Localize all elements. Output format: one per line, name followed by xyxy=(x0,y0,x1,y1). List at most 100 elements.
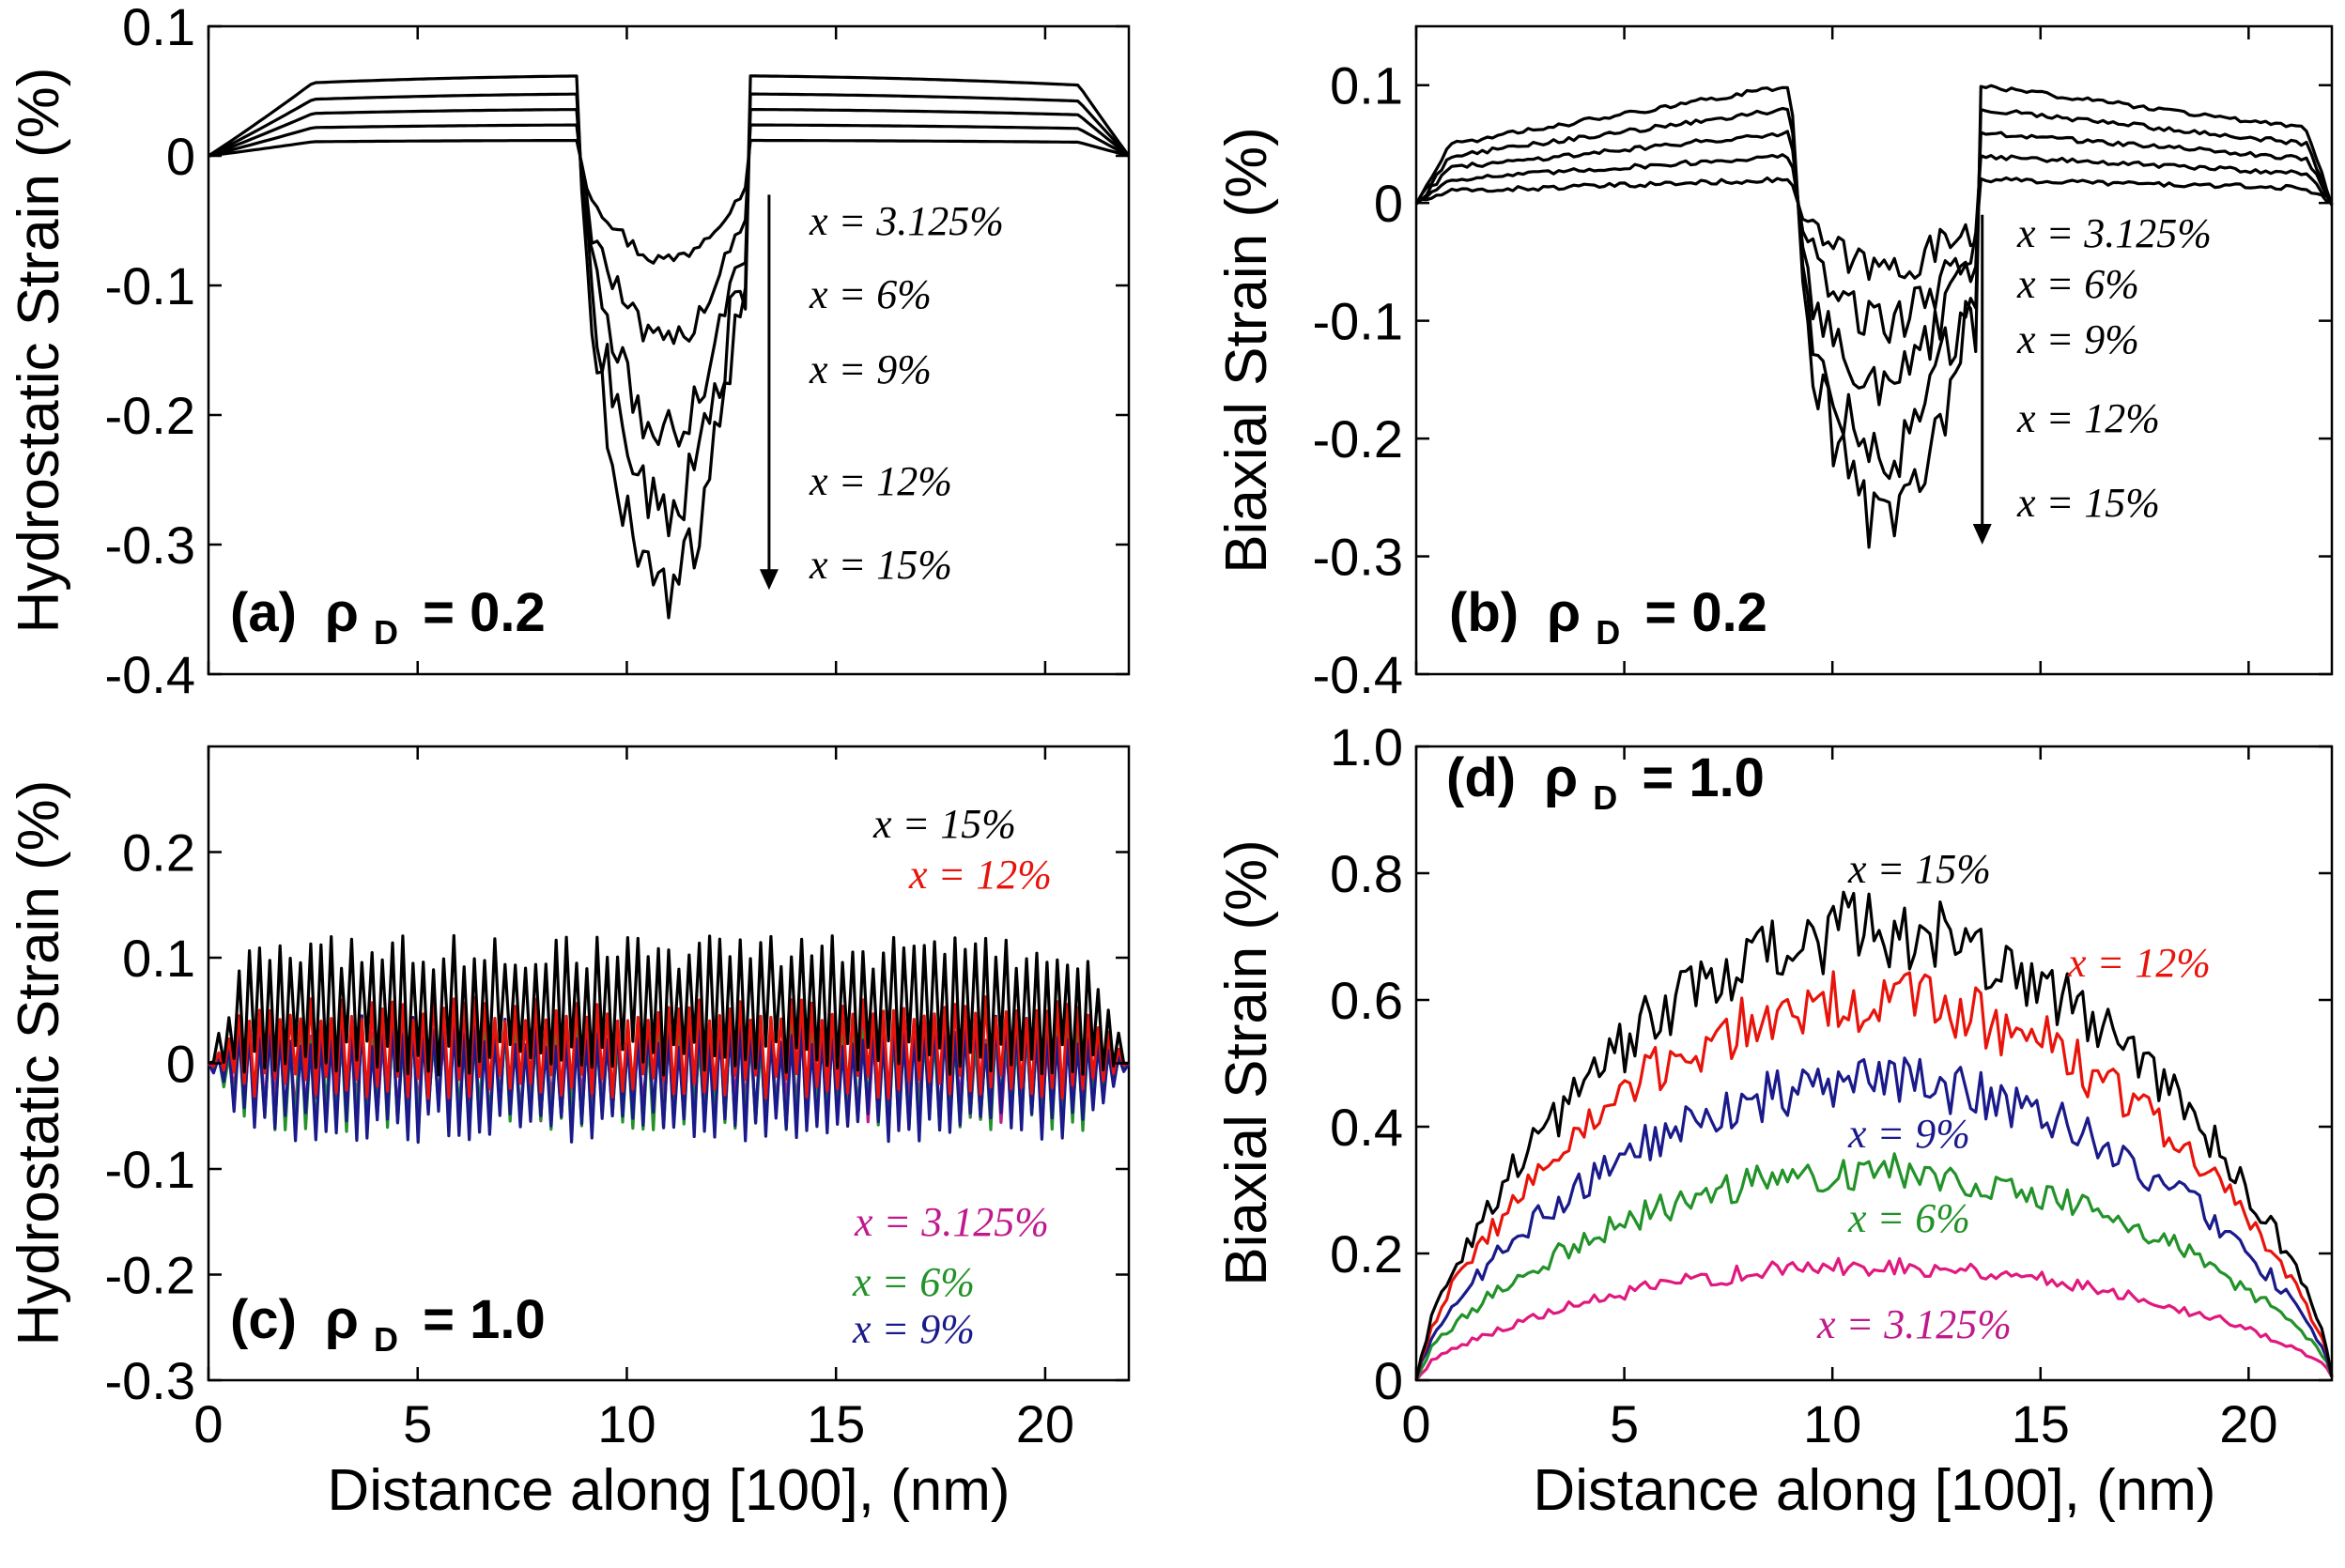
panel-c-ytick-label: -0.3 xyxy=(105,1351,196,1410)
panel-c-ytick-label: 0 xyxy=(166,1035,195,1094)
panel-a-annotation-1: x = 6% xyxy=(809,271,932,317)
panel-b-ytick-label: -0.1 xyxy=(1313,292,1404,351)
panel-d-annotation-4: x = 3.125% xyxy=(1816,1301,2012,1347)
panel-b-label-symbol: ρ xyxy=(1547,582,1581,643)
panel-b-xticks xyxy=(1414,26,2250,674)
panel-c-yticks: 0.2 0.1 0 -0.1 -0.2 -0.3 xyxy=(105,823,1129,1410)
panel-d-label-tag: (d) xyxy=(1446,747,1516,808)
panel-a-frame xyxy=(207,24,1131,676)
panel-d-xtick-label: 5 xyxy=(1610,1394,1639,1453)
panel-a-ytick-label: -0.3 xyxy=(105,515,196,575)
panel-d-label: (d) ρ D = 1.0 xyxy=(1446,747,1765,822)
panel-b-annotations: x = 3.125% x = 6% x = 9% x = 12% x = 15% xyxy=(2016,210,2212,526)
panel-a-series-2 xyxy=(208,107,1130,448)
panel-d-label-symbol: ρ xyxy=(1544,747,1578,808)
panel-c-xlabel: Distance along [100], (nm) xyxy=(327,1458,1010,1523)
panel-b-arrow-head xyxy=(1972,524,1992,545)
panel-d-xticks: 0 5 10 15 20 xyxy=(1401,746,2278,1453)
panel-c-xtick-label: 5 xyxy=(403,1394,432,1453)
panel-d-series-4 xyxy=(1414,890,2334,1381)
panel-b-ytick-label: -0.2 xyxy=(1313,409,1404,469)
panel-c-annotations: x = 15% x = 12% x = 3.125% x = 6% x = 9% xyxy=(852,801,1052,1352)
panel-b-ytick-label: -0.4 xyxy=(1313,645,1404,704)
panel-b-annotation-4: x = 15% xyxy=(2016,480,2160,526)
panel-c-annotation-0: x = 15% xyxy=(872,801,1016,847)
panel-b-label: (b) ρ D = 0.2 xyxy=(1449,582,1767,656)
panel-b: 0.10-0.1-0.2-0.3-0.4 Biaxial Strain (%) … xyxy=(1214,24,2334,704)
panel-c-xtick-label: 15 xyxy=(807,1394,865,1453)
panel-c-series-4 xyxy=(208,933,1130,1077)
panel-d-annotation-0: x = 15% xyxy=(1847,846,1991,892)
panel-a-ytick-label: -0.2 xyxy=(105,386,196,445)
panel-a-label-symbol: ρ xyxy=(325,582,359,643)
panel-d-label-value: = 1.0 xyxy=(1642,747,1765,808)
panel-a-label: (a) ρ D = 0.2 xyxy=(230,582,546,656)
panel-b-frame xyxy=(1414,24,2334,676)
panel-b-arrow xyxy=(1972,214,1992,545)
panel-c-annotation-3: x = 6% xyxy=(852,1259,975,1305)
panel-d-label-subscript: D xyxy=(1593,778,1617,817)
panel-d-series-2 xyxy=(1414,1056,2334,1381)
panel-d-series-3 xyxy=(1414,970,2334,1381)
panel-d-xtick-label: 20 xyxy=(2219,1394,2277,1453)
panel-c-xticks: 0 5 10 15 20 xyxy=(193,746,1074,1453)
panel-c-series-3 xyxy=(208,995,1130,1100)
panel-b-ytick-label: 0.1 xyxy=(1330,56,1403,115)
panel-a-series-4 xyxy=(208,74,1131,620)
panel-c-ylabel: Hydrostatic Strain (%) xyxy=(7,780,71,1346)
panel-c-annotation-4: x = 9% xyxy=(852,1306,975,1352)
panel-d-xtick-label: 15 xyxy=(2012,1394,2070,1453)
panel-b-ytick-label: -0.3 xyxy=(1313,528,1404,587)
panel-d-ytick-label: 0.2 xyxy=(1330,1224,1403,1284)
panel-d-series-1 xyxy=(1414,1152,2334,1381)
panel-d-ytick-label: 0 xyxy=(1374,1351,1403,1410)
panel-a-annotation-0: x = 3.125% xyxy=(809,198,1004,244)
panel-c-xtick-label: 20 xyxy=(1016,1394,1074,1453)
panel-b-label-tag: (b) xyxy=(1449,582,1519,643)
panel-b-series-2 xyxy=(1414,130,2334,407)
panel-d-annotation-1: x = 12% xyxy=(2067,940,2211,986)
panel-d-series-0 xyxy=(1414,1256,2334,1381)
panel-a-ytick-label: 0.1 xyxy=(122,0,195,56)
panel-d-ylabel: Biaxial Strain (%) xyxy=(1214,839,1279,1285)
panel-b-series-4 xyxy=(1414,84,2334,549)
panel-a-arrow xyxy=(759,194,779,591)
panel-a-label-tag: (a) xyxy=(230,582,297,643)
panel-a-annotations: x = 3.125% x = 6% x = 9% x = 12% x = 15% xyxy=(809,198,1004,588)
panel-a-ytick-label: 0 xyxy=(166,127,195,186)
panel-c-label-symbol: ρ xyxy=(325,1289,359,1350)
panel-d-series-group xyxy=(1414,890,2334,1381)
panel-b-series-3 xyxy=(1414,106,2334,481)
panel-d-ytick-label: 0.8 xyxy=(1330,844,1403,903)
panel-c-ytick-label: 0.2 xyxy=(122,823,195,883)
panel-b-label-subscript: D xyxy=(1596,613,1620,652)
panel-b-label-value: = 0.2 xyxy=(1644,582,1767,643)
panel-a-label-value: = 0.2 xyxy=(423,582,546,643)
panel-a-series-0 xyxy=(208,138,1130,265)
panel-b-series-0 xyxy=(1414,176,2333,282)
panel-c-label-subscript: D xyxy=(374,1320,398,1359)
panel-a-arrow-head xyxy=(759,569,779,591)
panel-a-yticks: 0.1 0 -0.1 -0.2 -0.3 -0.4 xyxy=(105,0,1129,704)
panel-c-xtick-label: 0 xyxy=(193,1394,223,1453)
panel-d-xtick-label: 0 xyxy=(1401,1394,1430,1453)
panel-d-annotation-2: x = 9% xyxy=(1847,1111,1970,1157)
panel-d-yticks: 1.0 0.8 0.6 0.4 0.2 0 xyxy=(1330,717,2332,1410)
panel-c: 0 5 10 15 20 0.2 0.1 0 -0.1 -0.2 -0.3 Hydrostatic… xyxy=(7,745,1131,1523)
panel-b-yticks: 0.1 0 -0.1 -0.2 -0.3 -0.4 xyxy=(1313,56,2332,704)
panel-a-annotation-3: x = 12% xyxy=(809,458,952,504)
panel-d-annotation-3: x = 6% xyxy=(1847,1195,1970,1241)
panel-b-annotation-2: x = 9% xyxy=(2016,316,2139,362)
panel-b-annotation-0: x = 3.125% xyxy=(2016,210,2212,256)
panel-b-series-1 xyxy=(1414,153,2334,345)
panel-a-ylabel: Hydrostatic Strain (%) xyxy=(7,68,71,634)
panel-a-ytick-label: -0.1 xyxy=(105,256,196,315)
panel-c-label: (c) ρ D = 1.0 xyxy=(230,1289,546,1363)
panel-d-xlabel: Distance along [100], (nm) xyxy=(1533,1458,2215,1523)
panel-c-xtick-label: 10 xyxy=(597,1394,656,1453)
panel-a-series-1 xyxy=(208,123,1130,346)
panel-c-annotation-2: x = 3.125% xyxy=(854,1199,1049,1245)
panel-a: 0.1 0 -0.1 -0.2 -0.3 -0.4 Hydrostatic Strain … xyxy=(7,0,1131,704)
panel-b-annotation-1: x = 6% xyxy=(2016,261,2139,307)
panel-d-xtick-label: 10 xyxy=(1803,1394,1861,1453)
